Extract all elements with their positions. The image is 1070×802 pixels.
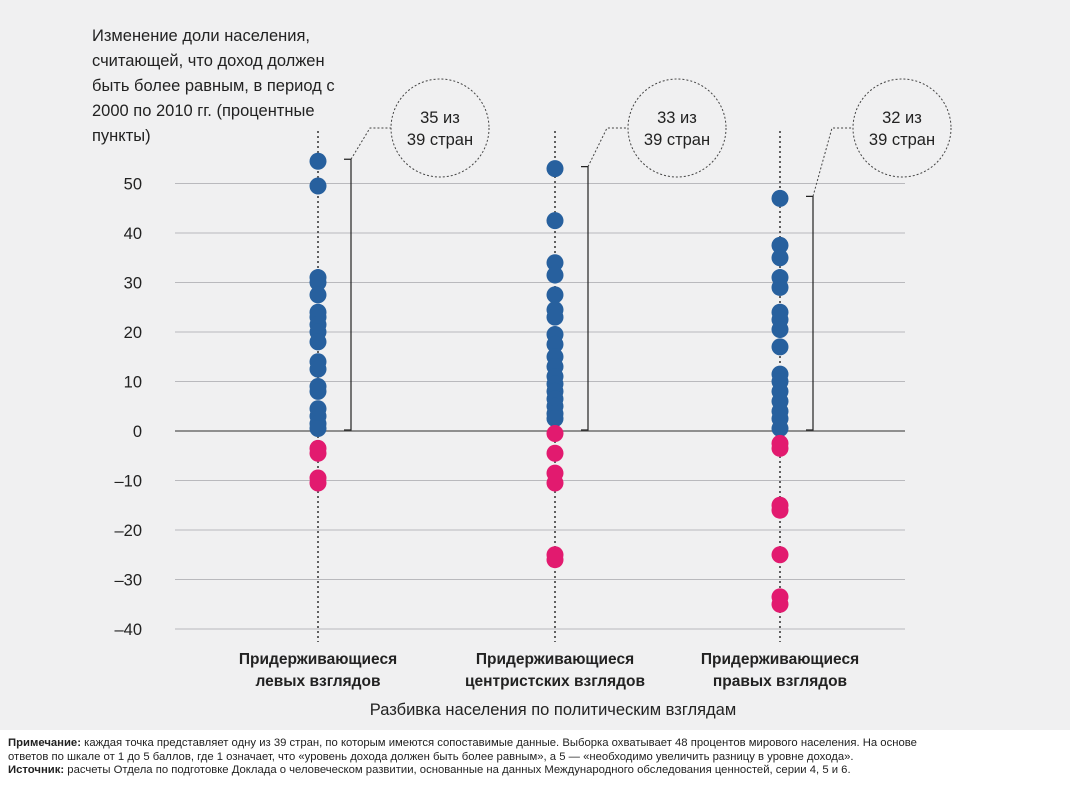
- data-point: [309, 274, 327, 291]
- data-point: [309, 286, 327, 304]
- footnotes: Примечание: каждая точка представляет од…: [8, 737, 1068, 778]
- bracket: [581, 166, 589, 431]
- data-point: [546, 551, 564, 569]
- note-label: Примечание:: [8, 737, 81, 749]
- y-tick-label: 0: [133, 423, 142, 441]
- data-point: [546, 474, 564, 492]
- note-line: Примечание: каждая точка представляет од…: [8, 737, 1068, 751]
- data-point: [546, 335, 564, 353]
- category-label: Придерживающиеся: [239, 651, 397, 668]
- category-label: левых взглядов: [256, 673, 381, 690]
- callout-circle: [390, 78, 490, 178]
- data-point: [546, 308, 564, 326]
- data-point: [546, 160, 564, 178]
- scatter-chart: 50 40 30 20 10 0 –10 –20 –30 –40 Разбивка населени…: [114, 78, 952, 719]
- data-point: [771, 249, 789, 267]
- data-point: [771, 236, 789, 254]
- data-point: [309, 444, 327, 462]
- data-point: [771, 189, 789, 207]
- data-point: [771, 439, 789, 457]
- x-axis-label: Разбивка населения по политическим взгля…: [370, 701, 736, 719]
- y-tick-label: –10: [114, 473, 142, 491]
- callout-text: 39 стран: [407, 131, 473, 149]
- category-label: Придерживающиеся: [701, 651, 859, 668]
- data-point: [771, 546, 789, 564]
- note-text: каждая точка представляет одну из 39 стр…: [80, 737, 917, 749]
- data-point: [771, 338, 789, 356]
- data-point: [546, 266, 564, 284]
- note-line-2: ответов по шкале от 1 до 5 баллов, где 1…: [8, 750, 854, 763]
- data-point: [771, 501, 789, 519]
- y-tick-label: –20: [114, 522, 142, 540]
- data-point: [771, 420, 789, 438]
- callout-connector: [587, 127, 628, 167]
- y-tick-label: –30: [114, 572, 142, 590]
- data-point: [309, 360, 327, 378]
- callout-text: 33 из: [657, 109, 697, 127]
- bracket: [344, 158, 352, 431]
- y-axis-label: Изменение доли населения, считающей, что…: [92, 27, 335, 145]
- callout-text: 35 из: [420, 109, 460, 127]
- data-point: [309, 152, 327, 170]
- data-point: [309, 474, 327, 492]
- callout-circle: [627, 78, 727, 178]
- chart-panel: Изменение доли населения, считающей, что…: [0, 0, 1070, 730]
- source-text: расчеты Отдела по подготовке Доклада о ч…: [64, 764, 851, 776]
- y-tick-label: 50: [124, 176, 142, 194]
- data-point: [546, 444, 564, 462]
- data-point: [309, 177, 327, 195]
- data-point: [546, 424, 564, 442]
- y-tick-label: 10: [124, 374, 142, 392]
- callout-connector: [812, 127, 853, 197]
- category-label: правых взглядов: [713, 673, 847, 690]
- source-label: Источник:: [8, 764, 65, 776]
- callout-text: 39 стран: [644, 131, 710, 149]
- data-point: [546, 410, 564, 428]
- category-label: центристских взглядов: [465, 673, 645, 690]
- category-label: Придерживающиеся: [476, 651, 634, 668]
- data-point: [546, 254, 564, 272]
- y-tick-label: 40: [124, 225, 142, 243]
- data-point: [546, 212, 564, 230]
- callout-text: 39 стран: [869, 131, 935, 149]
- bracket: [806, 195, 814, 431]
- data-point: [309, 382, 327, 400]
- data-point: [771, 595, 789, 613]
- data-point: [309, 333, 327, 351]
- data-point: [771, 321, 789, 339]
- callout-connector: [350, 127, 391, 160]
- y-tick-label: 20: [124, 324, 142, 342]
- callout-circle: [852, 78, 952, 178]
- data-point: [771, 278, 789, 296]
- y-tick-label: 30: [124, 275, 142, 293]
- y-tick-label: –40: [114, 621, 142, 639]
- callout-text: 32 из: [882, 109, 922, 127]
- data-point: [309, 420, 327, 438]
- source-line: Источник: расчеты Отдела по подготовке Д…: [8, 764, 1068, 778]
- data-point: [546, 286, 564, 304]
